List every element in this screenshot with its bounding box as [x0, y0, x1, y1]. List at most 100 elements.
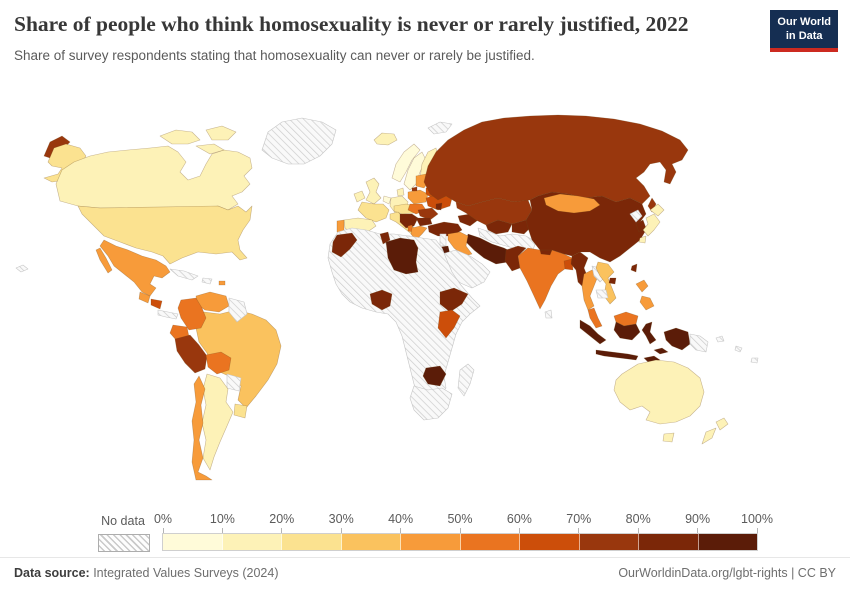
country-turkmenistan-afghanistan[interactable] — [477, 227, 537, 253]
country-bangladesh[interactable] — [563, 258, 574, 271]
country-ireland[interactable] — [353, 190, 366, 203]
country-new-zealand[interactable] — [701, 427, 717, 445]
country-japan[interactable] — [642, 213, 661, 237]
country-madagascar[interactable] — [457, 363, 475, 397]
country-bulgaria[interactable] — [415, 217, 433, 227]
country-mexico[interactable] — [99, 239, 171, 297]
country-papua-new-guinea[interactable] — [689, 333, 709, 353]
country-uzbekistan[interactable] — [485, 219, 513, 235]
country-arctic-islands[interactable] — [205, 125, 237, 141]
country-japan[interactable] — [638, 235, 647, 244]
country-zimbabwe[interactable] — [422, 365, 447, 387]
country-romania[interactable] — [417, 207, 439, 221]
country-paraguay[interactable] — [226, 373, 242, 392]
legend-bin-10-20%[interactable] — [222, 534, 282, 550]
country-chile[interactable] — [191, 375, 213, 481]
country-nicaragua[interactable] — [150, 298, 163, 310]
legend-bin-0-10%[interactable] — [163, 534, 223, 550]
country-tasmania[interactable] — [662, 432, 675, 443]
legend-bin-40-50%[interactable] — [401, 534, 461, 550]
country-benelux[interactable] — [382, 195, 392, 205]
country-india[interactable] — [517, 247, 573, 310]
footer-link[interactable]: OurWorldinData.org/lgbt-rights | CC BY — [618, 566, 836, 580]
country-mexico-baja[interactable] — [95, 247, 113, 274]
country-poland[interactable] — [407, 189, 429, 205]
country-morocco[interactable] — [331, 232, 358, 258]
country-vietnam[interactable] — [595, 261, 617, 305]
country-guyanas[interactable] — [228, 297, 248, 323]
country-indonesia-borneo[interactable] — [613, 321, 641, 341]
country-svalbard[interactable] — [427, 121, 453, 135]
legend-tick-label: 20% — [269, 512, 295, 526]
country-arctic-islands[interactable] — [159, 129, 201, 145]
country-indonesia-java[interactable] — [595, 349, 639, 361]
country-bolivia[interactable] — [205, 351, 232, 375]
country-tunisia[interactable] — [379, 231, 391, 245]
country-norway[interactable] — [391, 143, 421, 183]
country-mongolia[interactable] — [543, 193, 601, 214]
legend-bin-70-80%[interactable] — [579, 534, 639, 550]
country-pacific-islands[interactable] — [715, 335, 725, 343]
country-nepal[interactable] — [539, 249, 553, 256]
legend-tick-label: 0% — [153, 512, 173, 526]
header: Share of people who think homosexuality … — [14, 8, 759, 65]
country-argentina[interactable] — [201, 373, 234, 471]
country-australia[interactable] — [613, 359, 705, 425]
country-iraq[interactable] — [447, 231, 473, 257]
country-nigeria[interactable] — [369, 289, 393, 311]
country-uk[interactable] — [365, 177, 382, 205]
legend-tick-label: 80% — [625, 512, 651, 526]
country-greece[interactable] — [410, 225, 428, 241]
legend-bin-30-40%[interactable] — [341, 534, 401, 550]
legend-ticks — [162, 528, 758, 534]
country-indonesia-papua[interactable] — [663, 327, 691, 351]
legend-bin-90-100%[interactable] — [698, 534, 757, 550]
country-libya[interactable] — [385, 237, 419, 275]
country-ethiopia[interactable] — [439, 287, 469, 313]
country-pacific-islands[interactable] — [750, 357, 759, 364]
country-north-korea[interactable] — [629, 209, 643, 223]
data-source-value[interactable]: Integrated Values Surveys (2024) — [89, 566, 279, 580]
country-pacific-islands[interactable] — [734, 345, 743, 353]
legend-bin-60-70%[interactable] — [520, 534, 580, 550]
country-hawaii[interactable] — [15, 264, 29, 273]
country-indonesia-sulawesi[interactable] — [641, 321, 657, 345]
country-arctic-islands[interactable] — [195, 143, 225, 155]
country-balkans[interactable] — [399, 213, 419, 229]
country-kenya-tanzania[interactable] — [437, 309, 461, 339]
country-peru[interactable] — [174, 334, 208, 374]
country-cuba[interactable] — [169, 268, 199, 281]
country-hainan[interactable] — [608, 277, 617, 285]
country-iceland[interactable] — [373, 132, 398, 146]
country-moldova[interactable] — [435, 202, 443, 211]
country-colombia[interactable] — [177, 297, 207, 331]
country-denmark[interactable] — [396, 187, 405, 197]
country-cambodia[interactable] — [595, 289, 609, 299]
country-indonesia-sumatra[interactable] — [579, 319, 607, 345]
owid-logo[interactable]: Our World in Data — [770, 10, 838, 52]
country-hispaniola[interactable] — [201, 277, 213, 285]
country-guatemala[interactable] — [138, 291, 151, 304]
country-france[interactable] — [357, 201, 390, 223]
no-data-swatch[interactable] — [98, 534, 150, 552]
country-sri-lanka[interactable] — [544, 309, 553, 319]
country-levant[interactable] — [439, 233, 447, 247]
country-taiwan[interactable] — [630, 263, 638, 273]
country-uruguay[interactable] — [233, 403, 248, 419]
country-philippines[interactable] — [639, 295, 655, 311]
country-new-zealand[interactable] — [715, 417, 729, 431]
country-indonesia-islands[interactable] — [653, 347, 669, 355]
country-malaysia-peninsula[interactable] — [587, 307, 603, 329]
country-costa-rica-panama[interactable] — [157, 309, 179, 320]
country-philippines[interactable] — [635, 279, 649, 293]
legend-bin-20-30%[interactable] — [282, 534, 342, 550]
region-southern-africa[interactable] — [409, 385, 453, 421]
legend-bin-80-90%[interactable] — [639, 534, 699, 550]
country-greenland[interactable] — [261, 117, 337, 165]
country-japan[interactable] — [649, 203, 665, 217]
country-puerto-rico[interactable] — [218, 280, 226, 286]
legend-bin-50-60%[interactable] — [460, 534, 520, 550]
legend-tick — [281, 528, 283, 534]
country-usa[interactable] — [77, 205, 253, 265]
country-kaliningrad[interactable] — [411, 186, 418, 192]
